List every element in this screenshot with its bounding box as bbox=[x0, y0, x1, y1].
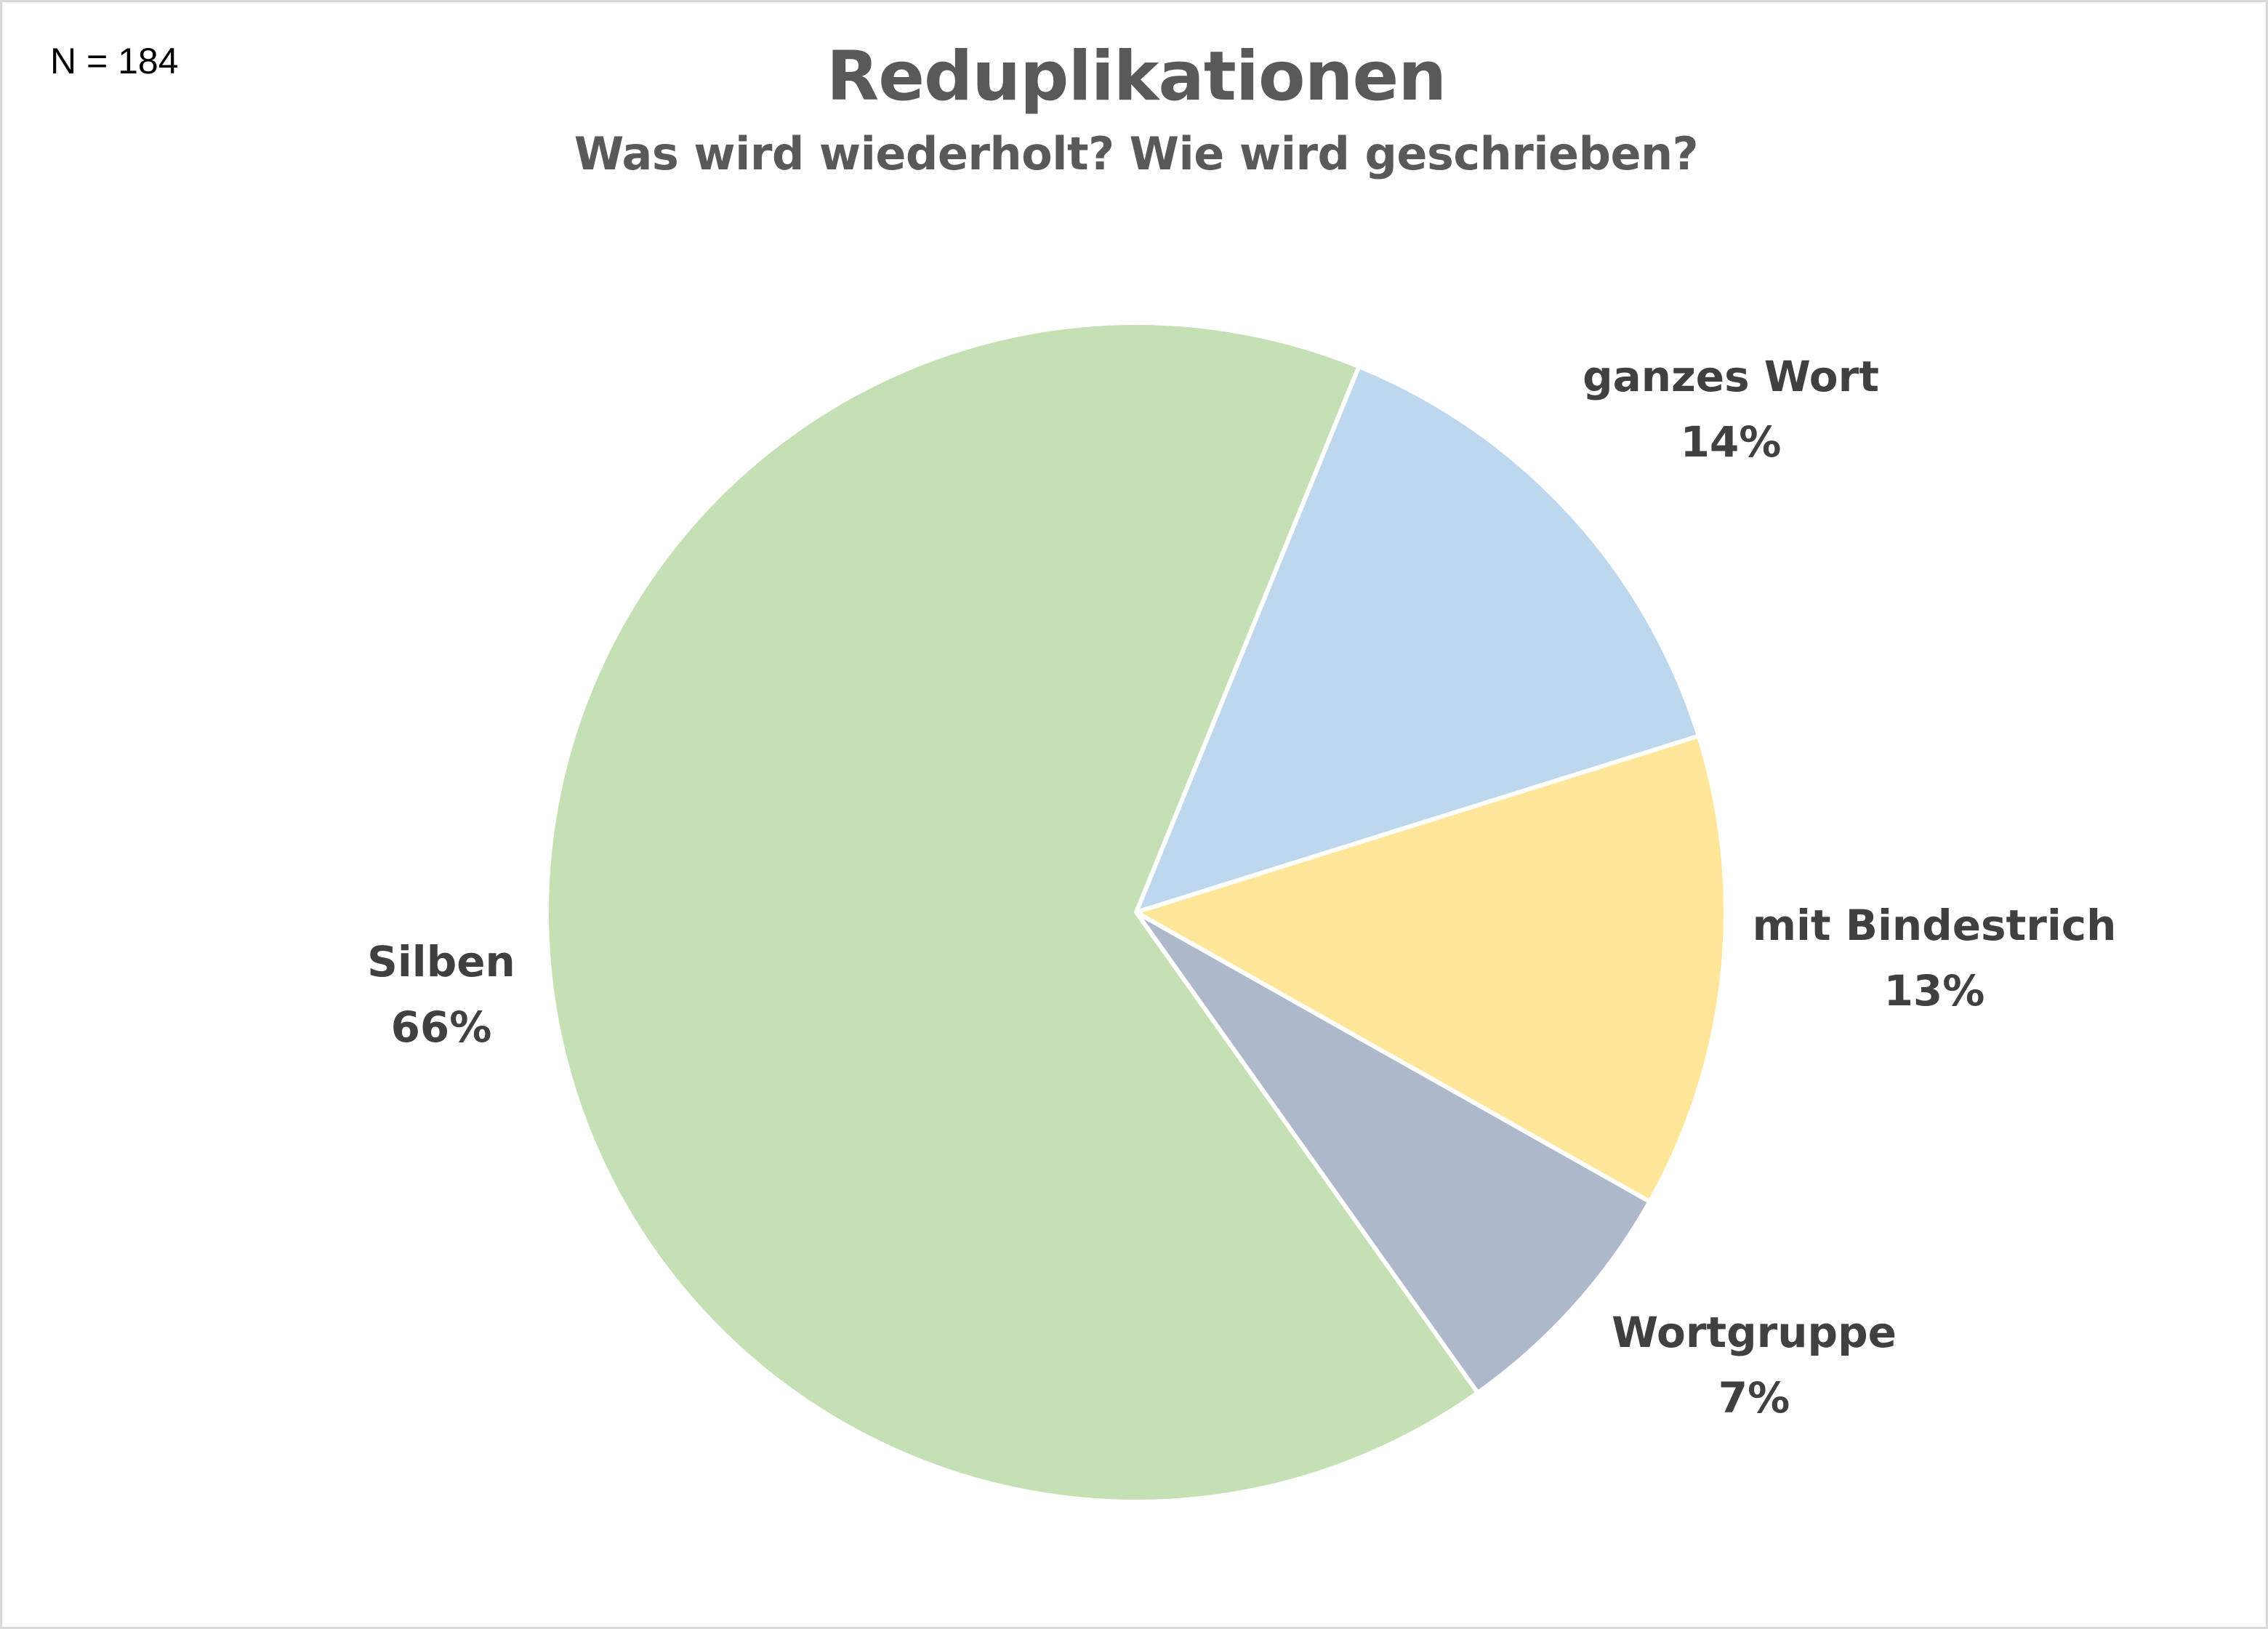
pie-slice-mit-bindestrich bbox=[1134, 733, 1728, 1204]
slice-label-silben: Silben 66% bbox=[367, 937, 515, 1052]
slice-percent-label: 14% bbox=[1681, 417, 1782, 467]
pie-slice-silben bbox=[544, 321, 1480, 1504]
slice-category-name: Wortgruppe bbox=[1612, 1308, 1897, 1357]
pie-slices bbox=[544, 321, 1728, 1504]
slice-category-name: mit Bindestrich bbox=[1753, 901, 2117, 950]
slice-category-name: ganzes Wort bbox=[1583, 352, 1879, 401]
chart-title: Reduplikationen bbox=[826, 37, 1447, 116]
slice-label-ganzes-wort: ganzes Wort 14% bbox=[1583, 352, 1879, 467]
slice-percent-label: 7% bbox=[1718, 1373, 1790, 1423]
pie-slice-ganzes-wort bbox=[1134, 364, 1701, 914]
sample-size-label: N = 184 bbox=[50, 41, 179, 81]
pie-slice-wortgruppe bbox=[1134, 910, 1652, 1396]
slice-category-name: Silben bbox=[367, 937, 515, 986]
slice-percent-label: 13% bbox=[1884, 966, 1985, 1015]
slice-label-mit-bindestrich: mit Bindestrich 13% bbox=[1753, 901, 2117, 1015]
chart-subtitle: Was wird wiederholt? Wie wird geschriebe… bbox=[574, 127, 1699, 180]
pie-labels: ganzes Wort 14% mit Bindestrich 13% Wortgrup… bbox=[367, 352, 2116, 1423]
slice-percent-label: 66% bbox=[391, 1002, 492, 1052]
slice-label-wortgruppe: Wortgruppe 7% bbox=[1612, 1308, 1897, 1423]
